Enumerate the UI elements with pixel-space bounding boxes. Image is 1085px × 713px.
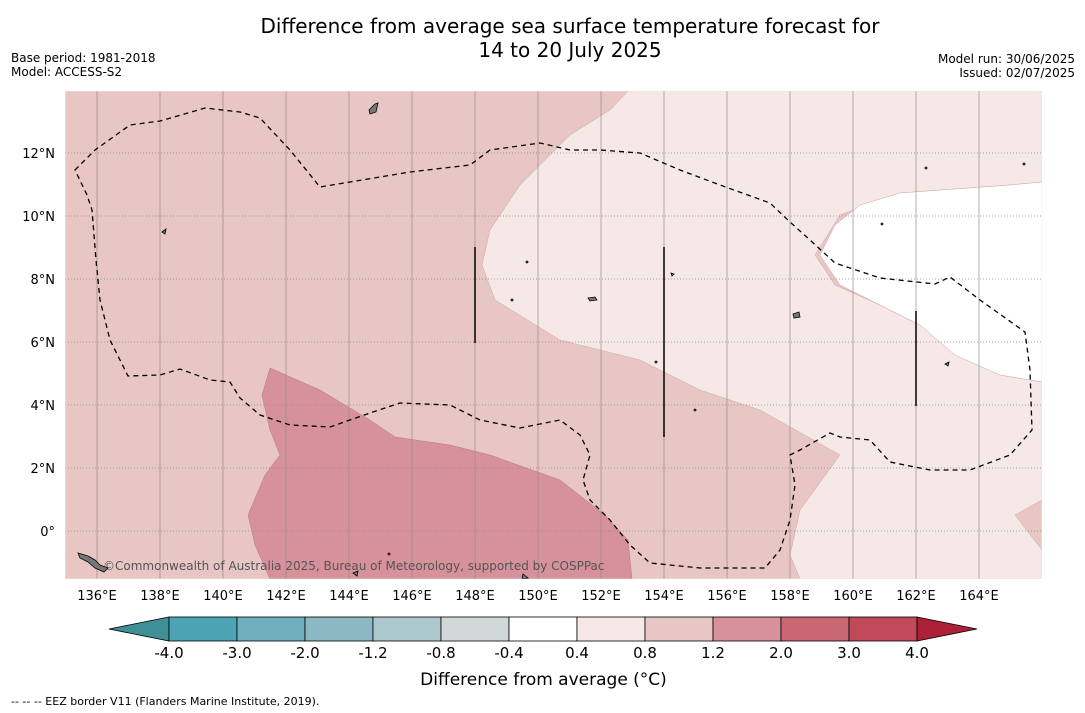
colorbar-tick: 0.8 [633, 644, 657, 662]
island-dot-5 [510, 298, 514, 302]
lat-label-8n: 8°N [31, 273, 56, 288]
run-info: Model run: 30/06/2025 Issued: 02/07/2025 [938, 52, 1075, 80]
island-small-1 [521, 573, 529, 579]
island-kosrae [944, 361, 950, 367]
colorbar: -4.0 -3.0 -2.0 -1.2 -0.8 -0.4 0.4 0.8 1.… [108, 616, 978, 662]
colorbar-bin [712, 616, 782, 642]
lon-label-140e: 140°E [203, 589, 243, 604]
colorbar-tick: 1.2 [701, 644, 725, 662]
lon-label-146e: 146°E [392, 589, 432, 604]
colorbar-tick: 0.4 [565, 644, 589, 662]
base-info: Base period: 1981-2018 Model: ACCESS-S2 [11, 51, 156, 79]
lon-label-142e: 142°E [266, 589, 306, 604]
island-dot-8 [387, 552, 391, 556]
colorbar-tick: -2.0 [290, 644, 319, 662]
lon-label-138e: 138°E [140, 589, 180, 604]
island-small-2 [352, 570, 359, 577]
colorbar-bin [440, 616, 510, 642]
island-dot-1 [1022, 162, 1026, 166]
island-dot-3 [880, 222, 884, 226]
lat-label-4n: 4°N [31, 399, 56, 414]
longitude-labels: 136°E 138°E 140°E 142°E 144°E 146°E 148°… [77, 589, 999, 604]
lon-label-156e: 156°E [707, 589, 747, 604]
colorbar-bin [372, 616, 442, 642]
colorbar-tick: 2.0 [769, 644, 793, 662]
lon-label-164e: 164°E [959, 589, 999, 604]
colorbar-tick: 4.0 [905, 644, 929, 662]
eez-meridian-segments [474, 247, 917, 437]
model-run: Model run: 30/06/2025 [937, 52, 1075, 66]
island-ngulu [161, 228, 167, 235]
colorbar-tick: -3.0 [222, 644, 251, 662]
lon-label-154e: 154°E [644, 589, 684, 604]
island-dot-4 [525, 260, 529, 264]
lon-label-160e: 160°E [833, 589, 873, 604]
lat-label-12n: 12°N [22, 147, 55, 162]
colorbar-tick: -0.4 [494, 644, 523, 662]
latitude-gridlines [65, 152, 1042, 532]
colorbar-bin [780, 616, 850, 642]
colorbar-tick: -0.8 [426, 644, 455, 662]
islands [77, 102, 1026, 579]
colorbar-bin [576, 616, 646, 642]
anomaly-band-0-4-0-8 [481, 91, 1042, 579]
colorbar-extend-high [916, 616, 978, 642]
eez-legend-footer: -- -- -- EEZ border V11 (Flanders Marine… [11, 695, 320, 708]
base-period: Base period: 1981-2018 [11, 51, 156, 65]
longitude-gridlines [96, 91, 980, 579]
colorbar-title: Difference from average (°C) [420, 670, 667, 690]
island-dot-2 [924, 166, 928, 170]
island-dot-7 [693, 408, 697, 412]
anomaly-band-neutral [819, 181, 1042, 383]
lat-label-2n: 2°N [31, 462, 56, 477]
island-pohnpei [792, 311, 801, 319]
lon-label-136e: 136°E [77, 589, 117, 604]
lat-label-10n: 10°N [22, 210, 55, 225]
eez-border [74, 107, 1033, 569]
lon-label-158e: 158°E [770, 589, 810, 604]
map-area: ©Commonwealth of Australia 2025, Bureau … [65, 91, 1042, 579]
island-namonuito [670, 272, 675, 277]
colorbar-bin [644, 616, 714, 642]
copyright-notice: ©Commonwealth of Australia 2025, Bureau … [103, 559, 605, 573]
colorbar-bin [168, 616, 238, 642]
lon-label-144e: 144°E [329, 589, 369, 604]
island-new-guinea-tip [77, 552, 109, 573]
lon-label-148e: 148°E [455, 589, 495, 604]
colorbar-bin [236, 616, 306, 642]
latitude-labels: 12°N 10°N 8°N 6°N 4°N 2°N 0° [22, 147, 55, 540]
colorbar-bin [304, 616, 374, 642]
colorbar-bin [848, 616, 918, 642]
colorbar-extend-low [108, 616, 170, 642]
colorbar-tick: -4.0 [154, 644, 183, 662]
title-line-2: 14 to 20 July 2025 [478, 38, 662, 62]
colorbar-tick: -1.2 [358, 644, 387, 662]
colorbar-tick: 3.0 [837, 644, 861, 662]
lat-label-0: 0° [40, 525, 55, 540]
lon-label-162e: 162°E [896, 589, 936, 604]
title-line-1: Difference from average sea surface temp… [260, 14, 880, 38]
island-guam [368, 102, 379, 115]
lon-label-150e: 150°E [518, 589, 558, 604]
island-dot-6 [654, 360, 658, 364]
map-title: Difference from average sea surface temp… [0, 14, 1085, 62]
map-frame [64, 90, 1043, 580]
model-name: Model: ACCESS-S2 [11, 65, 123, 79]
colorbar-bin [508, 616, 578, 642]
island-chuuk [587, 296, 598, 302]
lon-label-152e: 152°E [581, 589, 621, 604]
anomaly-band-1-2-2-0 [247, 367, 633, 579]
issued-date: Issued: 02/07/2025 [959, 66, 1075, 80]
lat-label-6n: 6°N [31, 336, 56, 351]
